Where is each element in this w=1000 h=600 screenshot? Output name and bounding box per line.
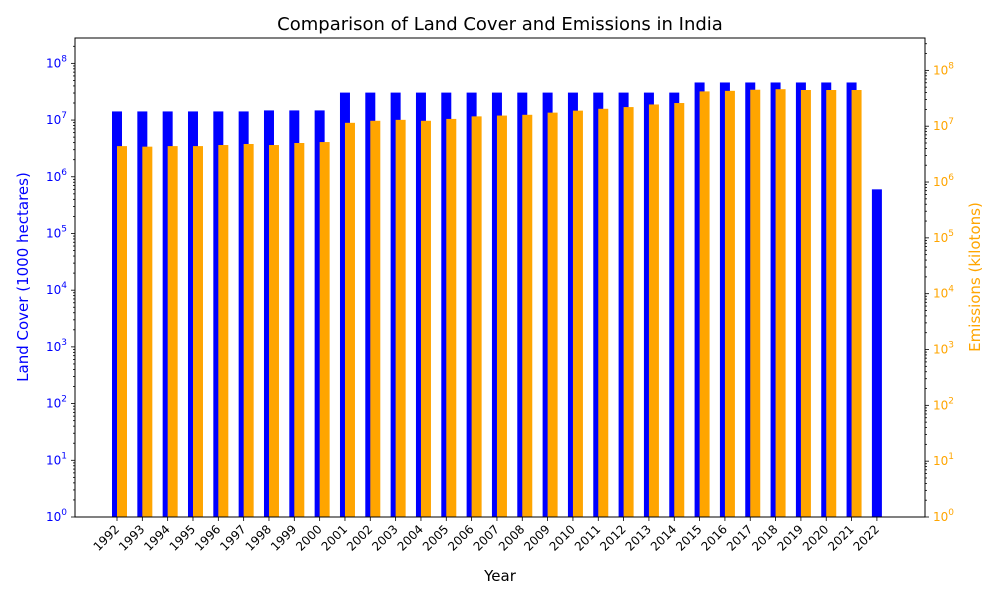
left-tick-label: 102 bbox=[46, 395, 67, 411]
emissions-bar bbox=[496, 115, 507, 517]
left-tick-label: 101 bbox=[46, 451, 67, 467]
left-axis-label: Land Cover (1000 hectares) bbox=[14, 172, 32, 382]
emissions-bar bbox=[572, 110, 583, 517]
left-tick-label: 103 bbox=[46, 338, 67, 354]
right-tick-label: 104 bbox=[933, 285, 954, 301]
right-tick-label: 100 bbox=[933, 508, 954, 524]
right-tick-label: 108 bbox=[933, 61, 954, 77]
right-axis-label: Emissions (kilotons) bbox=[966, 202, 984, 352]
emissions-bar bbox=[800, 90, 811, 517]
emissions-bars bbox=[117, 89, 862, 518]
emissions-bar bbox=[192, 146, 203, 517]
emissions-bar bbox=[370, 120, 381, 517]
emissions-bar bbox=[522, 114, 533, 518]
emissions-bar bbox=[750, 89, 761, 517]
emissions-bar bbox=[648, 104, 659, 517]
emissions-bar bbox=[294, 143, 305, 517]
emissions-bar bbox=[547, 112, 558, 517]
emissions-bar bbox=[471, 116, 482, 518]
emissions-bar bbox=[243, 143, 254, 518]
emissions-bar bbox=[775, 89, 786, 517]
left-tick-label: 107 bbox=[46, 111, 67, 127]
emissions-bar bbox=[851, 90, 862, 517]
emissions-bar bbox=[395, 119, 406, 517]
left-tick-label: 100 bbox=[46, 508, 67, 524]
emissions-bar bbox=[674, 103, 685, 517]
emissions-bar bbox=[699, 91, 710, 518]
right-tick-label: 106 bbox=[933, 173, 954, 189]
emissions-bar bbox=[623, 107, 634, 517]
emissions-bar bbox=[826, 90, 837, 517]
emissions-bar bbox=[142, 146, 153, 517]
emissions-bar bbox=[319, 142, 330, 518]
emissions-bar bbox=[218, 145, 229, 517]
right-tick-label: 107 bbox=[933, 117, 954, 133]
emissions-bar bbox=[117, 146, 127, 517]
right-tick-label: 102 bbox=[933, 396, 954, 412]
land-cover-bar bbox=[871, 189, 882, 517]
right-tick-label: 101 bbox=[933, 452, 954, 468]
right-tick-label: 105 bbox=[933, 229, 954, 245]
emissions-bar bbox=[344, 122, 355, 517]
emissions-bar bbox=[598, 108, 609, 517]
left-tick-label: 105 bbox=[46, 224, 67, 240]
emissions-bar bbox=[167, 146, 178, 517]
left-tick-label: 104 bbox=[46, 281, 67, 297]
right-tick-label: 103 bbox=[933, 341, 954, 357]
left-axis-ticks: 100 101 102 103 104 105 106 107 108 bbox=[46, 45, 75, 524]
emissions-bar bbox=[724, 90, 735, 517]
emissions-bar bbox=[420, 120, 431, 517]
chart-title: Comparison of Land Cover and Emissions i… bbox=[277, 14, 723, 35]
plot-frame bbox=[74, 37, 926, 518]
right-axis-ticks: 100 101 102 103 104 105 106 107 108 bbox=[925, 43, 954, 524]
left-tick-label: 108 bbox=[46, 54, 67, 70]
emissions-bar bbox=[268, 145, 279, 517]
left-tick-label: 106 bbox=[46, 168, 67, 184]
x-axis-label: Year bbox=[483, 567, 517, 585]
emissions-bar bbox=[446, 118, 457, 518]
